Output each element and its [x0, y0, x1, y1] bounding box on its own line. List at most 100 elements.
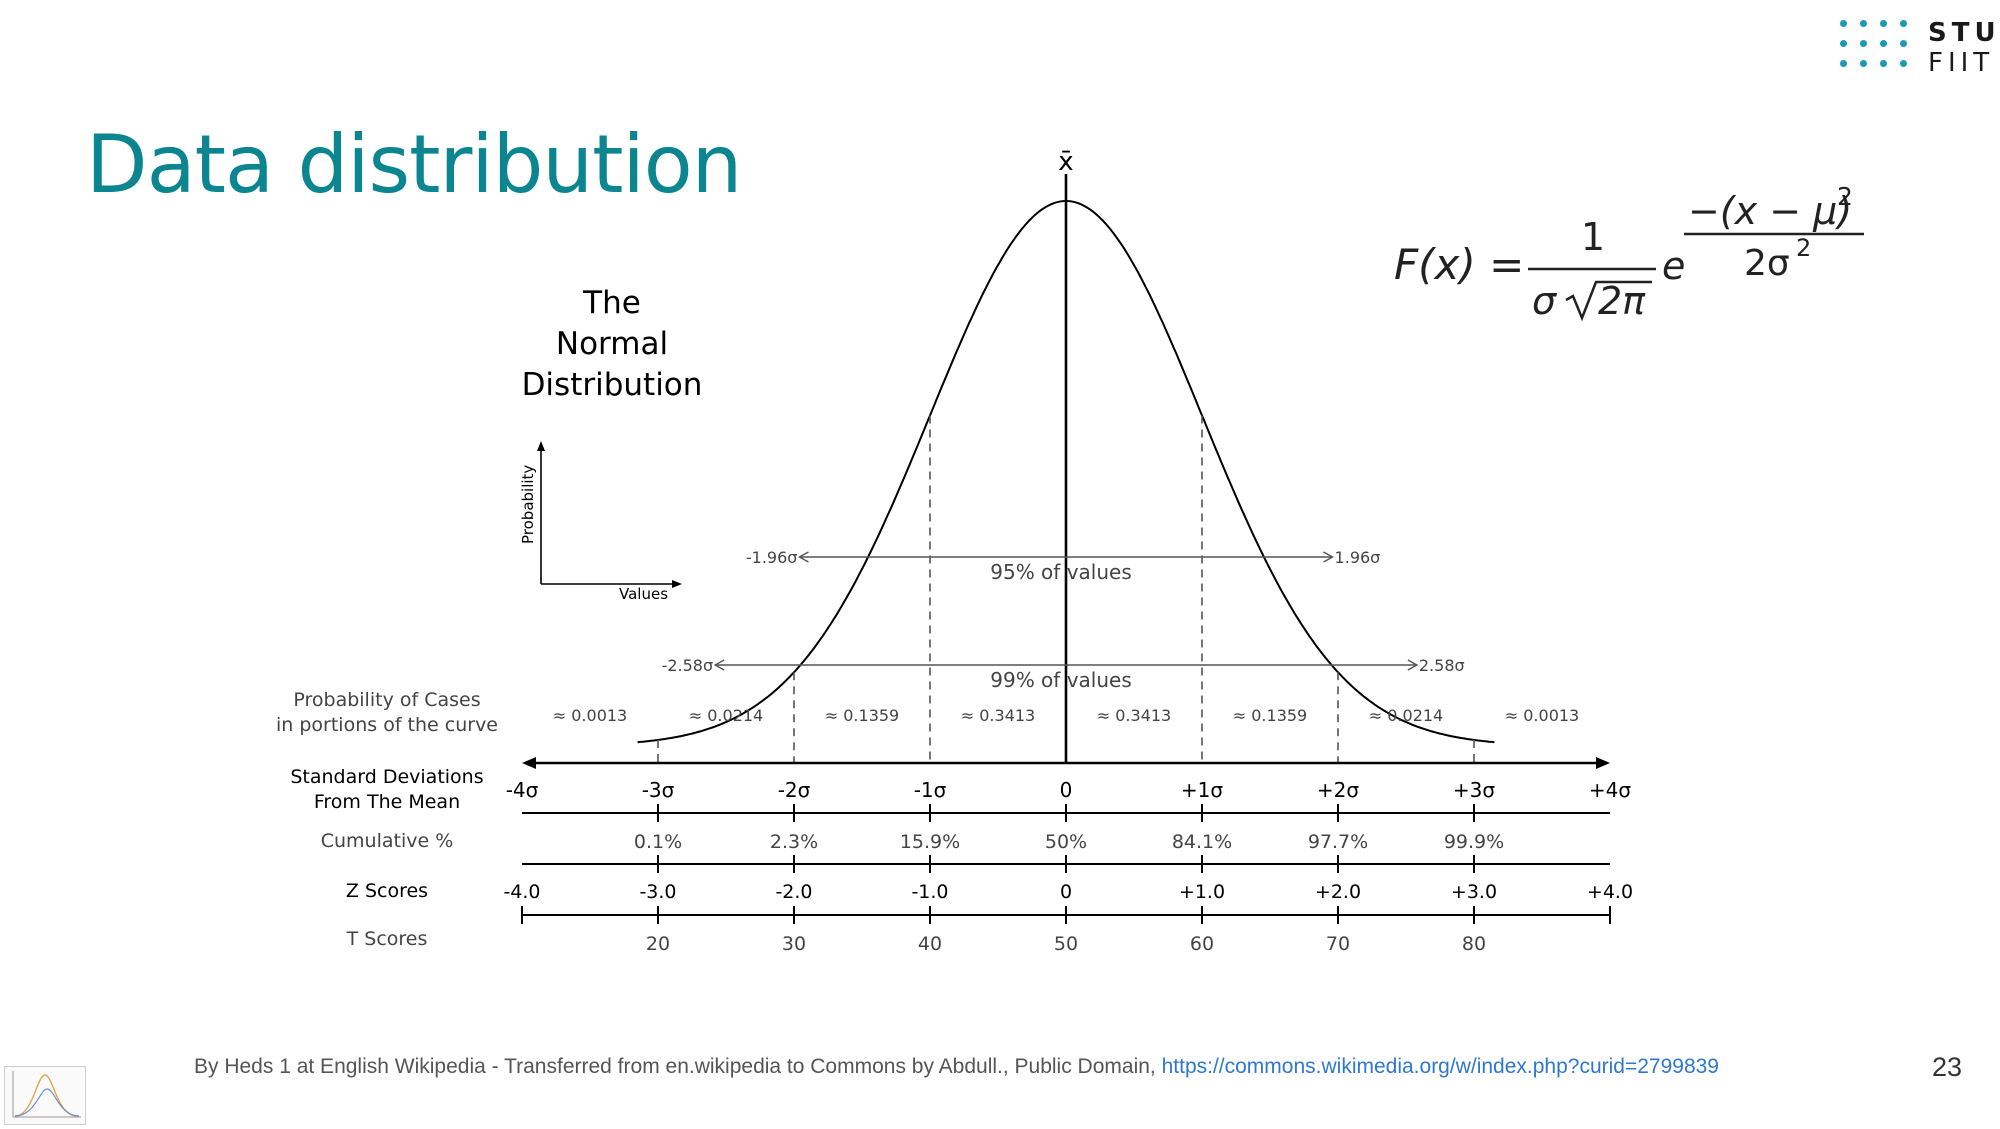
cumulative-value: 84.1%: [1172, 831, 1232, 853]
sd-tick-label: +3σ: [1453, 778, 1495, 802]
t-score-value: 60: [1190, 933, 1214, 955]
logo-dot: [1880, 60, 1887, 67]
diagram-title-line-1: The: [582, 285, 641, 321]
probability-value: ≈ 0.0013: [553, 706, 627, 725]
z-score-value: -3.0: [639, 881, 676, 903]
inset-y-label: Probability: [519, 465, 537, 544]
stu-fiit-logo: STU FIIT: [1840, 16, 2000, 76]
range-arrow-left: [797, 551, 809, 563]
formula-root-sign: [1565, 280, 1652, 322]
inset-x-arrow: [672, 580, 682, 588]
probability-row-label-1: Probability of Cases: [293, 689, 480, 711]
cumulative-value: 15.9%: [900, 831, 960, 853]
page-number: 23: [1932, 1052, 1963, 1082]
logo-dot: [1840, 60, 1847, 67]
cumulative-value: 99.9%: [1444, 831, 1504, 853]
label-layer: -1.96σ 1.96σ 95% of values -2.58σ 2.58σ 99% o…: [503, 548, 1633, 955]
sd-tick-label: -2σ: [778, 778, 811, 802]
diagram-title-line-2: Normal: [556, 326, 668, 362]
credit-link[interactable]: https://commons.wikimedia.org/w/index.ph…: [1161, 1055, 1719, 1078]
logo-dot: [1880, 40, 1887, 47]
t-row-label: T Scores: [346, 928, 428, 950]
main-axis-arrow-left: [522, 757, 536, 769]
thumbnail-curve-icon: [12, 1071, 81, 1118]
range-label-left: -2.58σ: [662, 656, 714, 675]
formula-exp-denominator: 2σ: [1744, 243, 1790, 284]
cumulative-value: 0.1%: [634, 831, 682, 853]
footer-credit: By Heds 1 at English Wikipedia - Transfe…: [194, 1055, 1719, 1079]
z-score-value: -2.0: [775, 881, 812, 903]
sd-tick-label: 0: [1060, 778, 1073, 802]
logo-dot: [1860, 60, 1867, 67]
logo-dot: [1900, 60, 1907, 67]
sd-row-label-2: From The Mean: [314, 791, 460, 813]
formula-exp-power: 2: [1837, 182, 1853, 211]
thumbnail-image: [4, 1066, 86, 1125]
inset-x-label: Values: [619, 585, 668, 603]
range-arrow-right: [1323, 551, 1335, 563]
t-score-value: 40: [918, 933, 942, 955]
credit-text: By Heds 1 at English Wikipedia - Transfe…: [194, 1055, 1162, 1078]
sd-tick-label: +2σ: [1317, 778, 1359, 802]
logo-dot: [1860, 40, 1867, 47]
diagram-title-line-3: Distribution: [522, 367, 703, 403]
formula-sigma: σ: [1532, 279, 1558, 323]
main-axis-arrow-right: [1596, 757, 1610, 769]
logo-dot: [1840, 20, 1847, 27]
logo-dot: [1880, 20, 1887, 27]
z-score-value: -1.0: [911, 881, 948, 903]
logo-dot: [1900, 40, 1907, 47]
slide-title: Data distribution: [86, 118, 742, 211]
formula-exp-numerator: −(x − μ): [1688, 189, 1852, 233]
z-score-value: +2.0: [1315, 881, 1361, 903]
inset-y-arrow: [537, 441, 545, 451]
t-score-value: 20: [646, 933, 670, 955]
sd-row-label-1: Standard Deviations: [290, 766, 483, 788]
range-label-right: 2.58σ: [1419, 656, 1465, 675]
t-score-value: 30: [782, 933, 806, 955]
logo-text-stu: STU: [1928, 18, 2000, 48]
curve-layer: [637, 174, 1495, 763]
range-label-left: -1.96σ: [746, 548, 798, 567]
probability-value: ≈ 0.0214: [689, 706, 763, 725]
z-score-value: +4.0: [1587, 881, 1633, 903]
mean-symbol: x̄: [1058, 147, 1073, 177]
sd-tick-label: -1σ: [914, 778, 947, 802]
range-arrow-right: [1407, 659, 1419, 671]
probability-value: ≈ 0.3413: [1097, 706, 1171, 725]
cumulative-row-label: Cumulative %: [321, 830, 454, 852]
range-label: 95% of values: [990, 560, 1132, 584]
axis-layer: [521, 757, 1611, 924]
sd-tick-label: +1σ: [1181, 778, 1223, 802]
inset-axes: Probability Values: [519, 441, 682, 603]
formula-exp-denominator-power: 2: [1796, 234, 1811, 262]
sd-tick-label: -3σ: [642, 778, 675, 802]
z-score-value: +1.0: [1179, 881, 1225, 903]
probability-value: ≈ 0.3413: [961, 706, 1035, 725]
z-score-value: -4.0: [503, 881, 540, 903]
range-label: 99% of values: [990, 668, 1132, 692]
logo-text-fiit: FIIT: [1928, 48, 1995, 78]
t-score-value: 50: [1054, 933, 1078, 955]
z-row-label: Z Scores: [346, 880, 428, 902]
probability-value: ≈ 0.0013: [1505, 706, 1579, 725]
range-arrow-left: [713, 659, 725, 671]
probability-value: ≈ 0.0214: [1369, 706, 1443, 725]
sd-tick-label: +4σ: [1589, 778, 1631, 802]
formula-lhs: F(x) =: [1394, 240, 1524, 289]
logo-dot: [1860, 20, 1867, 27]
probability-value: ≈ 0.1359: [1233, 706, 1307, 725]
formula-numerator: 1: [1581, 215, 1605, 259]
logo-dot: [1900, 20, 1907, 27]
formula-e: e: [1662, 244, 1685, 288]
cumulative-value: 97.7%: [1308, 831, 1368, 853]
z-score-value: 0: [1060, 881, 1072, 903]
sd-tick-label: -4σ: [506, 778, 539, 802]
probability-row-label-2: in portions of the curve: [276, 714, 498, 736]
t-score-value: 80: [1462, 933, 1486, 955]
z-score-value: +3.0: [1451, 881, 1497, 903]
cumulative-value: 50%: [1045, 831, 1087, 853]
formula-root-content: 2π: [1598, 279, 1646, 323]
t-score-value: 70: [1326, 933, 1350, 955]
